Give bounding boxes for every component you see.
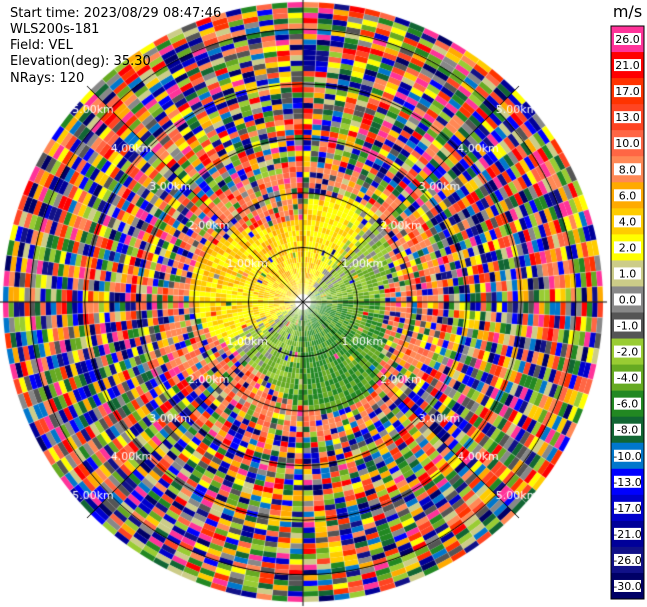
colorbar-tick-label: -17.0 bbox=[613, 502, 641, 515]
colorbar-tick-label: -2.0 bbox=[617, 346, 638, 359]
colorbar-tick-label: -26.0 bbox=[613, 554, 641, 567]
colorbar-tick-bg bbox=[614, 397, 641, 410]
colorbar-tick-bg bbox=[614, 371, 641, 384]
colorbar-tick-bg bbox=[614, 241, 641, 254]
colorbar-tick-label: 1.0 bbox=[619, 267, 637, 280]
colorbar-tick-label: 10.0 bbox=[615, 137, 640, 150]
start-time-label: Start time: 2023/08/29 08:47:46 bbox=[10, 6, 222, 21]
colorbar-tick-label: -10.0 bbox=[613, 450, 641, 463]
colorbar-tick-label: 8.0 bbox=[619, 163, 637, 176]
colorbar-tick-bg bbox=[614, 189, 641, 202]
colorbar-tick-bg bbox=[614, 475, 641, 488]
colorbar-tick-bg bbox=[614, 163, 641, 176]
colorbar-tick-bg bbox=[614, 111, 641, 124]
instrument-label: WLS200s-181 bbox=[10, 22, 100, 37]
colorbar-tick-bg bbox=[614, 267, 641, 280]
colorbar-tick-bg bbox=[614, 85, 641, 98]
colorbar-tick-bg bbox=[614, 33, 641, 46]
colorbar-tick-bg bbox=[614, 553, 641, 566]
colorbar-tick-label: -30.0 bbox=[613, 580, 641, 593]
colorbar-unit-label: m/s bbox=[613, 2, 642, 21]
colorbar-tick-label: 0.0 bbox=[619, 293, 637, 306]
colorbar-tick-label: 17.0 bbox=[615, 85, 640, 98]
colorbar-tick-bg bbox=[614, 293, 641, 306]
colorbar-tick-label: 21.0 bbox=[615, 59, 640, 72]
colorbar-tick-label: -1.0 bbox=[617, 320, 638, 333]
colorbar-tick-bg bbox=[614, 215, 641, 228]
colorbar-tick-label: -4.0 bbox=[617, 372, 638, 385]
colorbar-tick-label: -13.0 bbox=[613, 476, 641, 489]
colorbar-tick-bg bbox=[614, 59, 641, 72]
colorbar-tick-label: 2.0 bbox=[619, 241, 637, 254]
colorbar-tick-bg bbox=[614, 423, 641, 436]
nrays-label: NRays: 120 bbox=[10, 71, 85, 86]
colorbar-tick-bg bbox=[614, 319, 641, 332]
colorbar-tick-label: -8.0 bbox=[617, 424, 638, 437]
colorbar-tick-bg bbox=[614, 345, 641, 358]
colorbar-tick-label: -6.0 bbox=[617, 398, 638, 411]
colorbar-tick-label: 26.0 bbox=[615, 33, 640, 46]
colorbar-tick-bg bbox=[614, 449, 641, 462]
colorbar-tick-label: 13.0 bbox=[615, 111, 640, 124]
colorbar-tick-label: -21.0 bbox=[613, 528, 641, 541]
colorbar-frame bbox=[610, 25, 645, 600]
colorbar-tick-bg bbox=[614, 527, 641, 540]
colorbar-tick-bg bbox=[614, 137, 641, 150]
elevation-label: Elevation(deg): 35.30 bbox=[10, 54, 151, 69]
colorbar-tick-bg bbox=[614, 579, 641, 592]
colorbar-tick-label: 6.0 bbox=[619, 189, 637, 202]
colorbar-tick-bg bbox=[614, 501, 641, 514]
colorbar-tick-label: 4.0 bbox=[619, 215, 637, 228]
field-label: Field: VEL bbox=[10, 38, 73, 53]
